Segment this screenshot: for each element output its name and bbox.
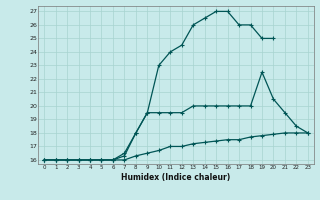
X-axis label: Humidex (Indice chaleur): Humidex (Indice chaleur) — [121, 173, 231, 182]
